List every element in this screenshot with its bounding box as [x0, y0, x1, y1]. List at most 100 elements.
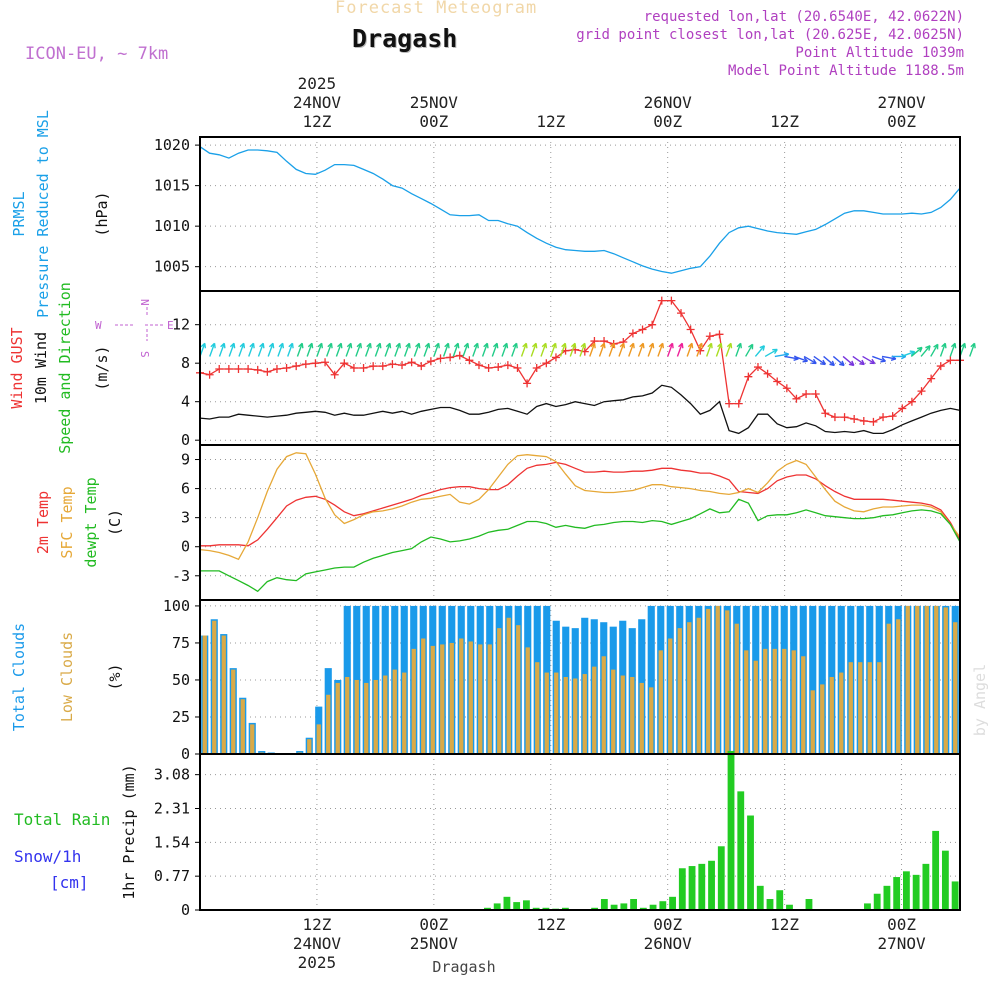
gust-marker [272, 364, 281, 373]
low-clouds-bar [592, 666, 597, 754]
low-clouds-bar [316, 724, 321, 754]
wind-arrow-head [424, 342, 431, 349]
prmsl-line [199, 146, 961, 274]
gust-marker [879, 413, 888, 422]
total-rain-bar [708, 860, 715, 910]
top-time-label: 26NOV [644, 93, 693, 112]
wind-arrow-head [483, 342, 489, 349]
wind-direction-arrow [676, 343, 683, 357]
wind-arrow-head [820, 359, 826, 366]
wind-label: Speed and Direction [56, 282, 74, 454]
total-rain-bar [639, 907, 647, 910]
compass-west: W [95, 319, 102, 332]
total-rain-bar [620, 903, 628, 910]
wind-direction-arrow [939, 343, 946, 357]
wind-arrow-head [970, 342, 976, 349]
wind-direction-arrow [930, 343, 939, 357]
total-rain-bar [532, 907, 540, 910]
requested-coordinates: requested lon,lat (20.6540E, 42.0622N) [643, 9, 964, 25]
wind-arrow-head [600, 342, 606, 349]
bottom-time-label: 26NOV [644, 934, 693, 953]
low-clouds-bar [487, 644, 492, 754]
wind-direction-arrow [725, 343, 732, 357]
gust-marker [542, 359, 551, 368]
wind-arrow-head [298, 342, 304, 349]
wind-direction-arrow [735, 343, 742, 357]
wind-arrow-head [288, 342, 294, 349]
wind-direction-arrow [803, 355, 817, 365]
wind-direction-arrow [881, 355, 896, 360]
low-clouds-bar [782, 648, 787, 754]
wind-direction-arrow [423, 343, 430, 357]
low-clouds-bar [221, 635, 226, 754]
wind-arrow-head [570, 342, 577, 349]
wind-arrow-head [317, 342, 324, 349]
wind-arrow-head [629, 342, 635, 349]
low-clouds-bar [801, 656, 806, 754]
gust-marker [436, 354, 445, 363]
total-clouds-bar [809, 605, 817, 754]
low-clouds-bar [867, 662, 872, 754]
wind-direction-arrow [267, 343, 274, 357]
top-time-label: 00Z [419, 112, 448, 131]
gust-marker [474, 361, 483, 370]
wind-direction-arrow [842, 355, 855, 366]
wind-arrow-head [415, 342, 421, 349]
gust-marker [917, 387, 926, 396]
gust-marker [734, 399, 743, 408]
wind-arrow-head [551, 342, 557, 349]
total-rain-bar [727, 750, 735, 910]
low-clouds-bar [639, 682, 644, 754]
gust-marker [417, 362, 426, 371]
wind-arrow-head [590, 342, 596, 349]
y-tick-label: 8 [181, 354, 190, 372]
wind-direction-arrow [335, 343, 342, 357]
total-clouds-bar [362, 605, 370, 754]
wind-direction-arrow [628, 343, 635, 357]
low-clouds-bar [335, 682, 340, 754]
gust-marker [859, 416, 868, 425]
low-clouds-bar [582, 674, 587, 754]
gust-marker [927, 374, 936, 383]
precip-rain-label: Total Rain [14, 810, 110, 829]
low-clouds-bar [459, 638, 464, 754]
wind-arrow-head [687, 342, 694, 349]
wind-label: 10m Wind [32, 332, 50, 404]
gust-marker [715, 330, 724, 339]
low-clouds-bar [554, 672, 559, 754]
wind-direction-arrow [589, 343, 596, 357]
gust-marker [898, 404, 907, 413]
low-clouds-bar [563, 677, 568, 754]
y-tick-label: 12 [172, 316, 190, 334]
gust-marker [465, 356, 474, 365]
low-clouds-bar [535, 662, 540, 754]
wind-arrow-head [580, 342, 587, 349]
location-title: Dragash [352, 24, 458, 53]
wind-direction-arrow [969, 343, 976, 357]
clouds-panel: 0 25 50 75 100 Total Clouds Low Clouds (%) [10, 597, 961, 763]
wind-direction-arrow [374, 343, 381, 357]
point-altitude: Point Altitude 1039m [795, 45, 964, 61]
gust-marker [234, 364, 243, 373]
wind-arrow-head [531, 342, 538, 349]
wind-label: Wind GUST [8, 327, 26, 408]
low-clouds-bar [611, 669, 616, 754]
total-rain-bar [669, 896, 676, 910]
clouds-frame [199, 599, 961, 755]
wind-direction-arrow [364, 343, 372, 357]
wind-direction-arrow [618, 343, 625, 357]
wind-arrow-head [941, 342, 947, 349]
low-clouds-bar [497, 628, 502, 754]
y-tick-label: 1005 [154, 258, 190, 276]
y-tick-label: 0 [181, 431, 190, 449]
wind-arrow-head [859, 359, 865, 366]
gust-marker [705, 332, 714, 341]
wind-direction-arrow [355, 343, 362, 357]
wind-direction-arrow [852, 355, 865, 366]
y-tick-label: 50 [172, 671, 190, 689]
wind-direction-arrow [462, 343, 469, 357]
gust-marker [282, 364, 291, 372]
gust-marker [224, 364, 233, 373]
wind-arrow-head [395, 342, 401, 349]
